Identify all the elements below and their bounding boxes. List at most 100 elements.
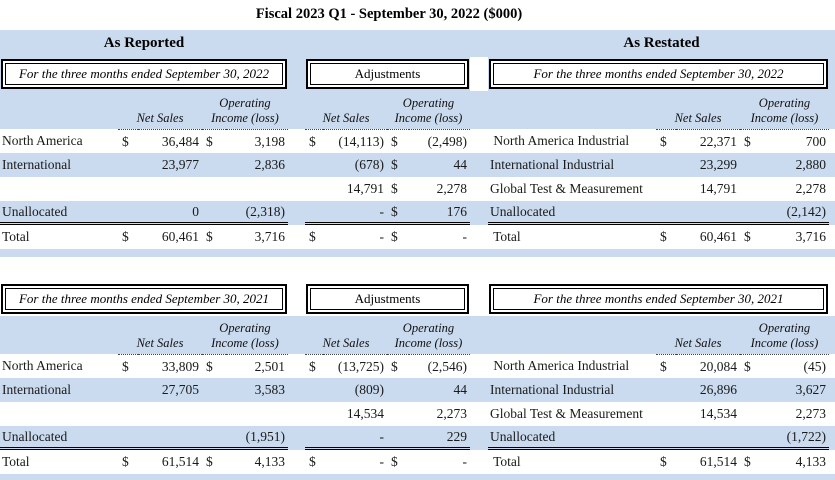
value-cell: 36,484 [138, 129, 202, 154]
dollar-sign [656, 153, 676, 177]
dollar-sign: $ [202, 129, 226, 154]
operating-label: Operating [402, 320, 455, 335]
dollar-sign [656, 177, 676, 201]
value-cell: (45) [762, 354, 829, 379]
band-spacer [470, 316, 656, 354]
operating-label: Operating [219, 320, 271, 335]
dollar-sign [118, 426, 138, 450]
dollar-sign [305, 426, 323, 450]
value-cell: 2,278 [436, 181, 467, 196]
band-spacer [0, 91, 118, 129]
row-label: International Industrial [490, 382, 615, 397]
value-cell: - [323, 201, 387, 225]
double-border-box: Adjustments [306, 284, 469, 314]
value-cell: (14,113) [323, 129, 387, 154]
band-spacer [288, 316, 305, 354]
period-box-adjustments: Adjustments [305, 57, 470, 91]
table-separator [0, 257, 835, 282]
value-cell: - [462, 454, 468, 469]
dollar-sign: $ [391, 157, 398, 172]
net-sales-label: Net Sales [322, 110, 370, 125]
value-cell: 3,627 [795, 382, 826, 397]
dollar-sign [202, 201, 226, 225]
value-cell: 44 [453, 157, 468, 172]
net-sales-label: Net Sales [674, 335, 722, 350]
dollar-sign: $ [305, 354, 323, 379]
bottom-shade-strip [0, 249, 835, 257]
value-cell: 3,716 [254, 229, 285, 244]
value-cell: 700 [762, 129, 829, 154]
column-gap [470, 426, 488, 450]
value-cell: 23,977 [161, 157, 199, 172]
value-cell: (1,722) [762, 426, 829, 450]
row-label: North America Industrial [490, 133, 630, 148]
value-cell: 229 [409, 426, 470, 450]
column-header-band: Net Sales Operating Income (loss) Net Sal… [0, 316, 835, 354]
column-gap [470, 354, 488, 379]
row-label: North America [2, 133, 83, 148]
value-cell: (13,725) [323, 354, 387, 379]
dollar-sign: $ [740, 129, 762, 154]
dollar-sign: $ [656, 129, 676, 154]
value-cell: 27,705 [161, 382, 199, 397]
table-row: Unallocated 0 (2,318) - $176 Unallocated (2,14… [0, 201, 835, 225]
value-cell [676, 201, 740, 225]
band-spacer [0, 316, 118, 354]
row-label: Total [490, 454, 521, 469]
value-cell: 4,133 [795, 454, 826, 469]
income-loss-label: Income (loss) [211, 110, 279, 125]
column-gap [470, 225, 488, 249]
value-cell: 61,514 [699, 454, 737, 469]
row-label: Unallocated [0, 426, 118, 450]
value-cell: (809) [354, 382, 384, 397]
band-spacer [829, 91, 835, 129]
period-box-band: For the three months ended September 30,… [0, 282, 835, 316]
value-cell: 3,583 [254, 382, 285, 397]
white-gap [470, 57, 488, 91]
dollar-sign [387, 426, 409, 450]
value-cell: 2,836 [254, 157, 285, 172]
dollar-sign [305, 177, 323, 201]
value-cell: (2,498) [409, 129, 470, 154]
column-gap [829, 153, 835, 177]
value-cell [676, 426, 740, 450]
dollar-sign: $ [660, 229, 667, 244]
band-spacer [288, 91, 305, 129]
table-row: Unallocated (1,951) -229 Unallocated (1,722) [0, 426, 835, 450]
dollar-sign [740, 201, 762, 225]
column-gap [829, 354, 835, 379]
value-cell: (2,318) [226, 201, 288, 225]
period-box-restated: For the three months ended September 30,… [488, 282, 829, 316]
operating-label: Operating [402, 95, 455, 110]
net-sales-header: Net Sales [118, 316, 202, 354]
dollar-sign: $ [309, 229, 316, 244]
dollar-sign [202, 378, 226, 402]
dollar-sign [656, 201, 676, 225]
value-cell: 22,371 [676, 129, 740, 154]
dollar-sign [118, 153, 138, 177]
value-cell: (678) [354, 157, 384, 172]
value-cell [226, 402, 288, 426]
dollar-sign [118, 402, 138, 426]
operating-income-header: Operating Income (loss) [387, 91, 470, 129]
column-gap [288, 153, 305, 177]
row-label: International [2, 157, 71, 172]
value-cell: 3,716 [795, 229, 826, 244]
dollar-sign [202, 177, 226, 201]
dollar-sign [740, 177, 762, 201]
dollar-sign [202, 153, 226, 177]
dollar-sign: $ [391, 229, 398, 244]
double-border-box: Adjustments [306, 59, 469, 89]
value-cell [138, 426, 202, 450]
row-label: Total [2, 229, 30, 244]
value-cell: 14,791 [346, 181, 384, 196]
value-cell: 60,461 [161, 229, 199, 244]
column-gap [288, 402, 305, 426]
value-cell: 176 [409, 201, 470, 225]
value-cell: 4,133 [254, 454, 285, 469]
value-cell: (2,142) [762, 201, 829, 225]
table-fy2022-quarter: As Reported As Restated For the three mo… [0, 30, 835, 257]
as-reported-header: As Reported [103, 35, 185, 51]
period-label-reported: For the three months ended September 30,… [5, 288, 283, 310]
band-spacer [470, 282, 488, 316]
